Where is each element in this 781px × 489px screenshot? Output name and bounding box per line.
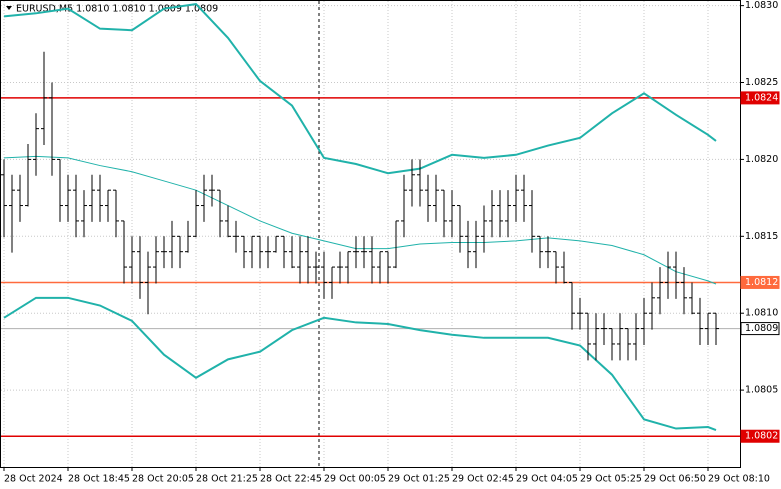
x-tick-label: 29 Oct 04:05 xyxy=(516,474,578,485)
price-level-box xyxy=(740,429,780,443)
price-level-label: 1.0812 xyxy=(745,277,778,288)
x-tick-label: 28 Oct 20:05 xyxy=(132,474,194,485)
price-level-box xyxy=(740,91,780,105)
x-tick-label: 29 Oct 02:45 xyxy=(452,474,514,485)
x-tick-label: 29 Oct 05:25 xyxy=(580,474,642,485)
y-tick-label: 1.0830 xyxy=(745,0,778,11)
price-level-label: 1.0809 xyxy=(745,323,778,334)
x-tick-label: 29 Oct 06:50 xyxy=(644,474,706,485)
x-tick-label: 28 Oct 21:25 xyxy=(196,474,258,485)
x-tick-label: 28 Oct 18:45 xyxy=(68,474,130,485)
x-tick-label: 28 Oct 2024 xyxy=(4,474,63,485)
x-tick-label: 28 Oct 22:45 xyxy=(260,474,322,485)
menu-arrow[interactable] xyxy=(6,6,12,10)
x-tick-label: 29 Oct 01:25 xyxy=(388,474,450,485)
price-level-label: 1.0824 xyxy=(745,92,778,103)
x-tick-label: 29 Oct 00:05 xyxy=(324,474,386,485)
y-tick-label: 1.0825 xyxy=(745,77,778,88)
y-tick-label: 1.0820 xyxy=(745,154,778,165)
x-tick-label: 29 Oct 08:10 xyxy=(708,474,770,485)
y-tick-label: 1.0815 xyxy=(745,231,778,242)
y-tick-label: 1.0810 xyxy=(745,308,778,319)
y-tick-label: 1.0805 xyxy=(745,385,778,396)
band-line xyxy=(3,296,717,432)
band-line xyxy=(3,3,717,175)
price-level-box xyxy=(740,275,780,289)
price-level-label: 1.0802 xyxy=(745,431,778,442)
chart-title: EURUSD,M5 1.0810 1.0810 1.0809 1.0809 xyxy=(16,4,218,15)
price-level-box xyxy=(740,322,780,336)
